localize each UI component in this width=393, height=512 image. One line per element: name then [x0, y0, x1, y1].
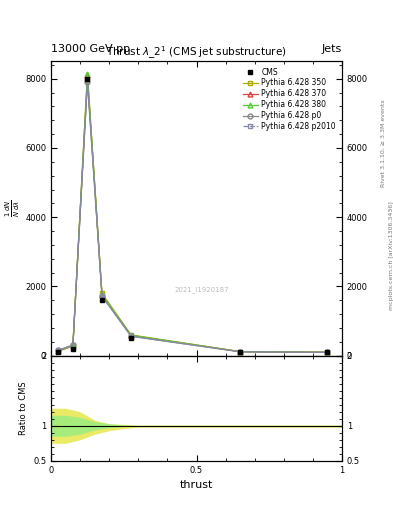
Pythia 6.428 p2010 — [129, 333, 134, 339]
Y-axis label: $\frac{1}{N}\frac{dN}{d\lambda}$: $\frac{1}{N}\frac{dN}{d\lambda}$ — [4, 200, 22, 218]
Title: Thrust $\lambda$_2$^1$ (CMS jet substructure): Thrust $\lambda$_2$^1$ (CMS jet substruc… — [106, 45, 287, 61]
Text: 13000 GeV pp: 13000 GeV pp — [51, 44, 130, 54]
Pythia 6.428 p0 — [129, 333, 134, 339]
Pythia 6.428 380 — [56, 348, 61, 354]
Legend: CMS, Pythia 6.428 350, Pythia 6.428 370, Pythia 6.428 380, Pythia 6.428 p0, Pyth: CMS, Pythia 6.428 350, Pythia 6.428 370,… — [241, 65, 338, 134]
Pythia 6.428 370 — [100, 292, 105, 298]
Pythia 6.428 p0 — [100, 293, 105, 299]
Pythia 6.428 p0 — [238, 349, 242, 355]
Line: Pythia 6.428 350: Pythia 6.428 350 — [56, 76, 330, 355]
Pythia 6.428 p2010 — [56, 347, 61, 353]
Line: Pythia 6.428 p2010: Pythia 6.428 p2010 — [56, 78, 330, 355]
Pythia 6.428 380 — [71, 343, 75, 349]
Pythia 6.428 p0 — [325, 349, 330, 355]
Line: Pythia 6.428 p0: Pythia 6.428 p0 — [56, 80, 330, 355]
CMS — [71, 346, 75, 352]
Pythia 6.428 350 — [100, 290, 105, 296]
Pythia 6.428 p2010 — [100, 293, 105, 299]
Pythia 6.428 350 — [325, 349, 330, 355]
CMS — [129, 335, 134, 342]
Y-axis label: Ratio to CMS: Ratio to CMS — [18, 381, 28, 435]
Pythia 6.428 370 — [85, 72, 90, 78]
Pythia 6.428 370 — [71, 343, 75, 349]
Pythia 6.428 380 — [100, 291, 105, 297]
Pythia 6.428 p2010 — [85, 77, 90, 83]
Pythia 6.428 370 — [325, 349, 330, 355]
Pythia 6.428 370 — [238, 349, 242, 355]
Pythia 6.428 p0 — [56, 347, 61, 353]
X-axis label: thrust: thrust — [180, 480, 213, 490]
Pythia 6.428 350 — [85, 76, 90, 82]
Pythia 6.428 370 — [129, 333, 134, 339]
Pythia 6.428 370 — [56, 348, 61, 354]
Text: Jets: Jets — [321, 44, 342, 54]
Pythia 6.428 p0 — [85, 79, 90, 86]
Pythia 6.428 350 — [238, 349, 242, 355]
Pythia 6.428 380 — [85, 71, 90, 77]
Pythia 6.428 380 — [238, 349, 242, 355]
Pythia 6.428 350 — [129, 332, 134, 338]
Line: CMS: CMS — [56, 76, 330, 355]
Text: 2021_I1920187: 2021_I1920187 — [175, 286, 230, 293]
Pythia 6.428 p2010 — [71, 342, 75, 348]
Text: Rivet 3.1.10, ≥ 3.3M events: Rivet 3.1.10, ≥ 3.3M events — [381, 99, 386, 187]
Pythia 6.428 380 — [325, 349, 330, 355]
Pythia 6.428 380 — [129, 332, 134, 338]
Line: Pythia 6.428 380: Pythia 6.428 380 — [56, 71, 330, 355]
Text: mcplots.cern.ch [arXiv:1306.3436]: mcplots.cern.ch [arXiv:1306.3436] — [389, 202, 393, 310]
Pythia 6.428 350 — [71, 342, 75, 348]
CMS — [85, 76, 90, 82]
CMS — [325, 349, 330, 355]
Pythia 6.428 p2010 — [238, 349, 242, 355]
Line: Pythia 6.428 370: Pythia 6.428 370 — [56, 73, 330, 355]
CMS — [238, 349, 242, 355]
Pythia 6.428 p0 — [71, 342, 75, 348]
CMS — [100, 297, 105, 304]
Pythia 6.428 p2010 — [325, 349, 330, 355]
CMS — [56, 349, 61, 355]
Pythia 6.428 350 — [56, 348, 61, 354]
